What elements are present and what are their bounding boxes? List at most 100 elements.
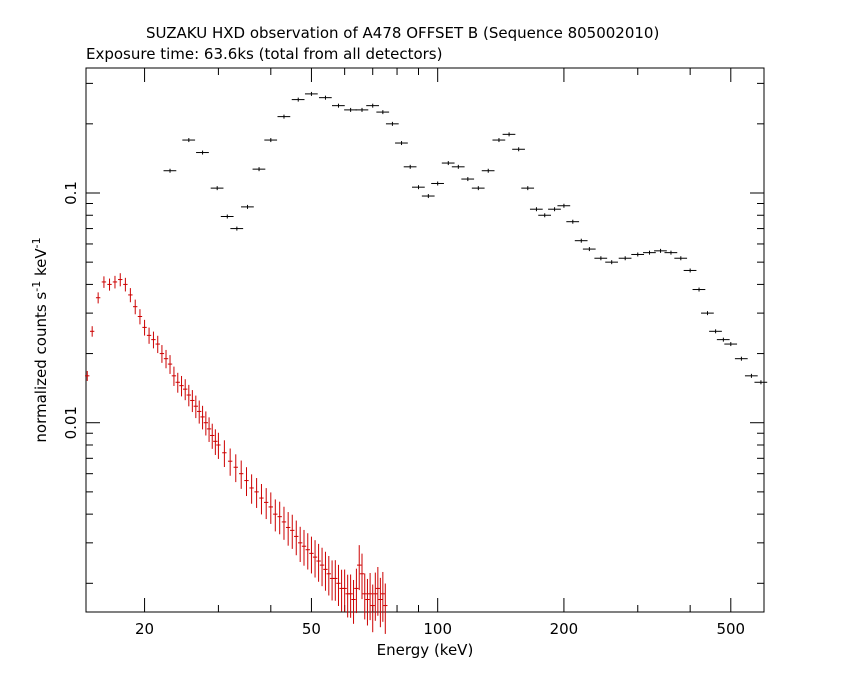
data-point (213, 429, 218, 455)
x-tick-label: 50 (302, 620, 321, 638)
data-point (151, 331, 156, 349)
data-point (268, 492, 273, 524)
data-point (222, 440, 227, 468)
x-tick-label: 100 (423, 620, 452, 638)
data-point (239, 460, 244, 489)
data-point (376, 110, 390, 115)
data-point (210, 423, 215, 449)
data-point (605, 260, 618, 265)
data-point (133, 299, 138, 315)
data-point (263, 488, 269, 520)
data-point (297, 526, 303, 562)
data-point (631, 252, 645, 257)
data-point (380, 571, 386, 622)
data-point (107, 278, 112, 291)
data-point (128, 288, 133, 303)
data-point (316, 543, 321, 582)
data-point (142, 319, 147, 336)
data-point (709, 329, 722, 334)
data-point (200, 405, 205, 430)
data-point (441, 161, 455, 166)
data-point (357, 545, 362, 591)
y-axis-label: normalized counts s-1 keV-1 (30, 237, 51, 442)
data-point (529, 207, 543, 212)
data-point (385, 121, 399, 126)
data-point (163, 349, 169, 369)
data-point (203, 411, 209, 436)
data-point (362, 573, 367, 620)
data-points (85, 91, 768, 634)
data-point (548, 207, 561, 212)
series-0 (163, 91, 768, 385)
data-point (233, 454, 238, 483)
data-point (277, 114, 291, 119)
data-point (359, 553, 365, 600)
data-point (643, 250, 656, 255)
axes: 20 50 100 200 500 0.01 0.1 (62, 68, 765, 638)
data-point (716, 337, 730, 342)
data-point (594, 256, 608, 261)
data-point (190, 390, 195, 413)
data-point (167, 355, 173, 374)
data-point (123, 277, 128, 292)
data-point (724, 342, 738, 347)
plot-frame (85, 67, 765, 613)
data-point (146, 327, 152, 344)
y-tick-label: 0.1 (62, 181, 80, 205)
data-point (664, 250, 678, 255)
data-point (89, 326, 95, 337)
data-point (333, 560, 338, 601)
data-point (216, 432, 221, 459)
data-point (227, 448, 233, 476)
data-point (492, 138, 506, 143)
data-point (112, 275, 118, 289)
data-point (701, 311, 714, 316)
data-point (557, 203, 571, 208)
data-point (354, 568, 359, 614)
data-point (373, 572, 378, 621)
data-point (323, 551, 328, 591)
data-point (273, 499, 278, 532)
data-point (281, 506, 287, 540)
data-point (186, 384, 191, 407)
data-point (159, 345, 165, 363)
data-point (367, 573, 373, 621)
data-point (95, 292, 101, 304)
data-point (193, 395, 198, 419)
data-point (618, 256, 632, 261)
data-point (259, 483, 264, 515)
data-point (179, 375, 184, 397)
data-point (451, 164, 465, 169)
data-point (395, 141, 408, 146)
x-tick-label: 20 (135, 620, 154, 638)
chart-subtitle: Exposure time: 63.6ks (total from all de… (86, 45, 443, 63)
data-point (344, 107, 357, 112)
data-point (309, 536, 314, 574)
data-point (566, 219, 580, 224)
data-point (254, 478, 259, 508)
data-point (345, 574, 350, 618)
data-point (582, 247, 596, 252)
data-point (118, 273, 123, 287)
data-point (383, 583, 388, 634)
data-point (692, 287, 706, 292)
data-point (370, 584, 375, 633)
data-point (329, 560, 335, 601)
data-point (305, 533, 310, 570)
data-point (318, 95, 332, 100)
data-point (290, 514, 295, 549)
data-point (461, 177, 475, 182)
data-point (683, 268, 697, 273)
data-point (249, 474, 254, 504)
data-point (574, 238, 588, 243)
data-point (291, 97, 305, 102)
data-point (355, 107, 369, 112)
data-point (342, 569, 347, 612)
y-tick-label: 0.01 (62, 406, 80, 439)
data-point (230, 226, 244, 231)
data-point (264, 138, 278, 143)
data-point (502, 132, 516, 137)
data-point (351, 579, 356, 624)
data-point (336, 564, 341, 606)
